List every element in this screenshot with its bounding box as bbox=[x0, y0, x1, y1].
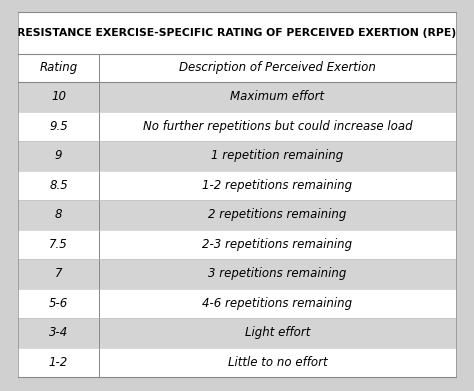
Bar bbox=[18, 82, 456, 111]
Text: 1-2 repetitions remaining: 1-2 repetitions remaining bbox=[202, 179, 353, 192]
Text: Light effort: Light effort bbox=[245, 326, 310, 339]
Text: 1 repetition remaining: 1 repetition remaining bbox=[211, 149, 344, 162]
Bar bbox=[18, 230, 456, 259]
Text: 4-6 repetitions remaining: 4-6 repetitions remaining bbox=[202, 297, 353, 310]
Text: 9: 9 bbox=[55, 149, 62, 162]
Text: No further repetitions but could increase load: No further repetitions but could increas… bbox=[143, 120, 412, 133]
Text: 3 repetitions remaining: 3 repetitions remaining bbox=[209, 267, 346, 280]
Text: 5-6: 5-6 bbox=[49, 297, 68, 310]
Bar bbox=[18, 111, 456, 141]
Text: 8: 8 bbox=[55, 208, 62, 221]
Text: 2 repetitions remaining: 2 repetitions remaining bbox=[209, 208, 346, 221]
Text: 8.5: 8.5 bbox=[49, 179, 68, 192]
Bar bbox=[18, 259, 456, 289]
Bar bbox=[18, 141, 456, 170]
Text: Little to no effort: Little to no effort bbox=[228, 356, 328, 369]
Text: Rating: Rating bbox=[39, 61, 78, 75]
Text: 10: 10 bbox=[51, 90, 66, 103]
Text: Maximum effort: Maximum effort bbox=[230, 90, 325, 103]
Bar bbox=[18, 289, 456, 318]
Text: Description of Perceived Exertion: Description of Perceived Exertion bbox=[179, 61, 376, 75]
Text: 2-3 repetitions remaining: 2-3 repetitions remaining bbox=[202, 238, 353, 251]
Bar bbox=[18, 200, 456, 230]
Text: 3-4: 3-4 bbox=[49, 326, 68, 339]
Text: 9.5: 9.5 bbox=[49, 120, 68, 133]
Bar bbox=[18, 170, 456, 200]
Text: 7.5: 7.5 bbox=[49, 238, 68, 251]
Bar bbox=[18, 348, 456, 377]
Text: 1-2: 1-2 bbox=[49, 356, 68, 369]
Text: 7: 7 bbox=[55, 267, 62, 280]
Bar bbox=[18, 318, 456, 348]
Text: RESISTANCE EXERCISE-SPECIFIC RATING OF PERCEIVED EXERTION (RPE): RESISTANCE EXERCISE-SPECIFIC RATING OF P… bbox=[18, 28, 456, 38]
